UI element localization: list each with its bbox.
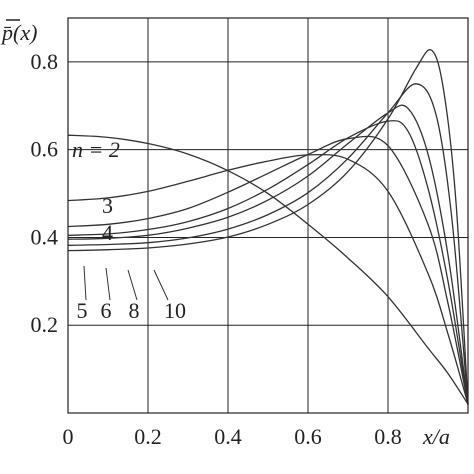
grid-layer <box>68 18 468 413</box>
y-tick-label: 0.6 <box>31 137 59 162</box>
x-tick-label: 0.4 <box>214 424 242 449</box>
y-axis-label: p̄(x) <box>0 20 37 45</box>
series-line-nn2 <box>67 134 469 405</box>
x-tick-label: 0.6 <box>294 424 322 449</box>
series-line-n3 <box>67 153 469 405</box>
curve-label-leader <box>83 265 87 301</box>
curve-layer <box>67 49 469 405</box>
curve-label-n8: 8 <box>129 298 140 323</box>
plot-frame <box>67 17 469 414</box>
curve-label-n6: 6 <box>101 298 112 323</box>
x-axis-label: x/a <box>422 424 450 449</box>
curve-label-leader <box>153 269 169 301</box>
series-line-n10 <box>67 49 469 405</box>
curve-label-n5: 5 <box>77 298 88 323</box>
y-tick-label: 0.8 <box>31 49 59 74</box>
curve-label-n3: 3 <box>102 193 113 218</box>
x-tick-label: 0 <box>63 424 74 449</box>
curve-label-n10: 10 <box>164 298 186 323</box>
series-line-n5 <box>67 119 469 405</box>
y-tick-label: 0.4 <box>31 224 59 249</box>
label-layer: 0 0.2 0.4 0.6 0.8 0.2 0.4 0.6 0.8 n = 2 34 5 6 8 10 <box>31 49 402 449</box>
curve-label-leader <box>105 267 111 301</box>
x-tick-label: 0.8 <box>374 424 402 449</box>
series-line-n6 <box>67 104 469 405</box>
y-tick-label: 0.2 <box>31 312 59 337</box>
curve-label-nn2: n = 2 <box>72 137 120 162</box>
y-axis-title: p̄(x) <box>0 19 37 45</box>
curve-label-n4: 4 <box>102 220 113 245</box>
series-line-n4 <box>67 135 469 405</box>
series-line-n8 <box>67 83 469 405</box>
curve-label-leader <box>127 269 138 301</box>
x-tick-label: 0.2 <box>134 424 162 449</box>
